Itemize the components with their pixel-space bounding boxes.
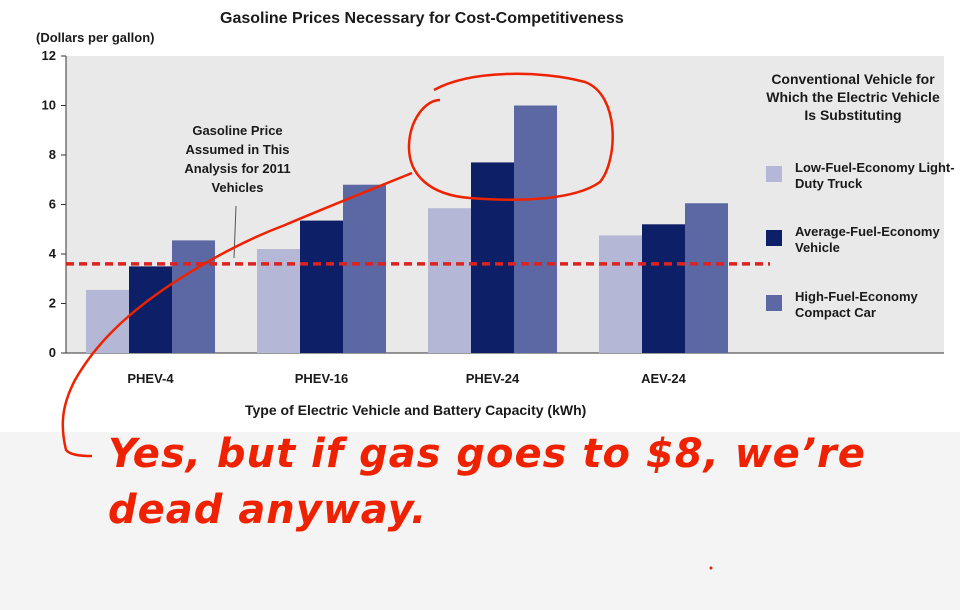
legend-swatch [766, 295, 782, 311]
y-axis-label: (Dollars per gallon) [36, 30, 155, 45]
bar [514, 105, 557, 353]
scribble-arrow [61, 171, 413, 458]
bar [642, 224, 685, 353]
annotation-pointer [233, 205, 237, 259]
x-tick-label: PHEV-4 [127, 371, 174, 386]
y-tick-label: 6 [49, 197, 56, 212]
legend-label: Average-Fuel-Economy Vehicle [795, 224, 940, 255]
chart-title: Gasoline Prices Necessary for Cost-Compe… [220, 10, 624, 27]
y-tick-label: 8 [49, 147, 56, 162]
caption-line-1: Yes, but if gas goes to $8, we’re [108, 431, 866, 477]
bar [172, 240, 215, 353]
legend-label: High-Fuel-Economy Compact Car [795, 289, 918, 320]
bar [685, 203, 728, 353]
bar [343, 184, 386, 353]
legend-title: Conventional Vehicle for Which the Elect… [766, 71, 940, 123]
legend-label: Low-Fuel-Economy Light-Duty Truck [795, 160, 955, 191]
annotation-text: Gasoline Price Assumed in This Analysis … [184, 123, 291, 195]
x-axis-label: Type of Electric Vehicle and Battery Cap… [245, 402, 587, 418]
bar [300, 220, 343, 353]
y-tick-label: 0 [49, 345, 56, 360]
y-tick-label: 2 [49, 296, 56, 311]
x-tick-label: PHEV-16 [295, 371, 348, 386]
bar-group [86, 105, 728, 353]
bar [428, 208, 471, 353]
y-tick-label: 4 [49, 246, 57, 261]
x-tick-label: PHEV-24 [466, 371, 520, 386]
x-tick-label: AEV-24 [641, 371, 687, 386]
bar [257, 249, 300, 353]
legend-swatch [766, 166, 782, 182]
stray-dot [709, 566, 713, 570]
bar [471, 162, 514, 353]
y-tick-label: 12 [42, 48, 56, 63]
bar [599, 235, 642, 353]
legend-swatch [766, 230, 782, 246]
caption-line-2: dead anyway. [108, 487, 428, 533]
scribble-circle [407, 72, 614, 201]
caption-background [0, 432, 960, 610]
handwritten-caption: Yes, but if gas goes to $8, we’re dead a… [108, 426, 948, 538]
category-labels: PHEV-4 PHEV-16 PHEV-24 AEV-24 [127, 371, 686, 386]
y-tick-label: 10 [42, 98, 56, 113]
